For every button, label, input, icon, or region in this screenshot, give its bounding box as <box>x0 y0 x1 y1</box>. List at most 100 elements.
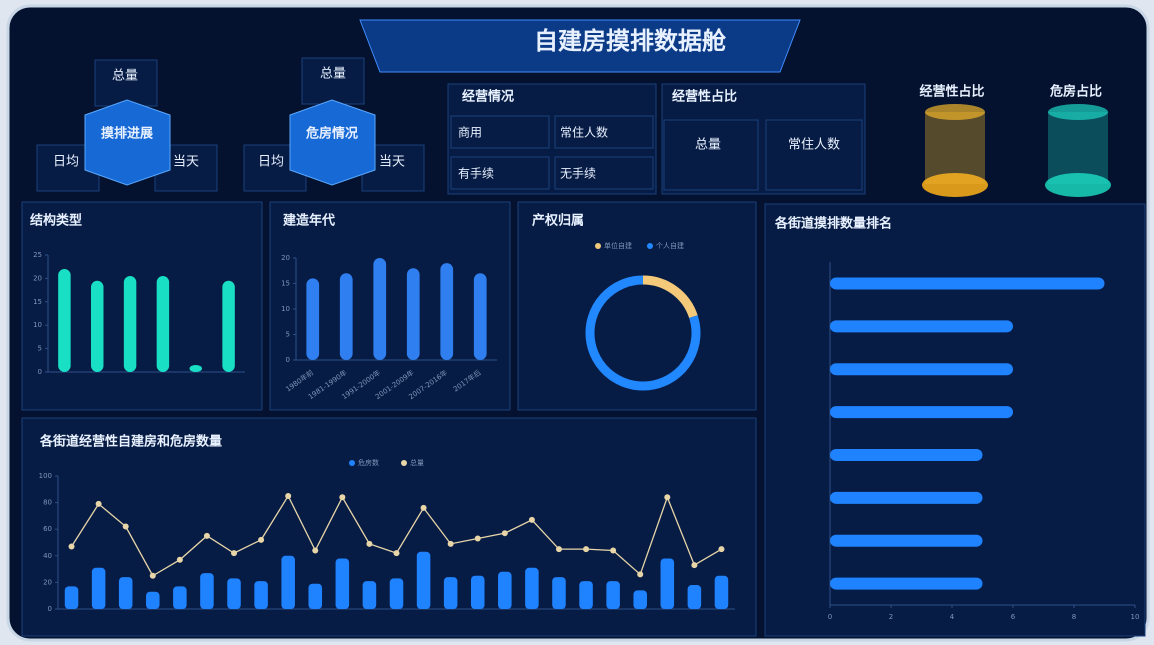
line-point <box>176 556 183 563</box>
panel-title: 经营情况 <box>462 89 514 105</box>
bar <box>91 567 106 609</box>
x-tick-label: 4 <box>950 613 955 621</box>
line-point <box>149 572 156 579</box>
y-tick-label: 25 <box>33 251 42 259</box>
item-label: 有手续 <box>458 167 494 181</box>
cylinder <box>1048 112 1108 184</box>
bar <box>222 280 235 372</box>
legend-label: 个人自建 <box>656 241 684 250</box>
bar <box>335 558 350 609</box>
bar <box>830 277 1105 290</box>
item-label: 总量 <box>695 138 721 153</box>
item-label: 无手续 <box>560 167 596 181</box>
x-tick-label: 10 <box>1131 613 1140 621</box>
line-point <box>583 546 590 553</box>
bar <box>227 578 241 609</box>
legend-marker <box>647 243 653 249</box>
chart-title: 建造年代 <box>283 213 335 229</box>
cylinder <box>925 112 985 184</box>
y-tick-label: 20 <box>281 254 290 262</box>
bar <box>830 406 1013 419</box>
cylinder-base <box>922 173 988 197</box>
bar <box>830 491 983 504</box>
item-label: 常住人数 <box>560 125 608 140</box>
bar <box>440 263 454 360</box>
bar <box>308 583 323 609</box>
line-point <box>501 530 508 537</box>
line-point <box>718 546 725 553</box>
bar <box>406 268 420 360</box>
legend-marker <box>401 460 407 466</box>
line-point <box>312 547 319 554</box>
bar <box>200 573 214 609</box>
tile-group: 总量 摸排进展 日均 当天 <box>36 59 218 192</box>
item-label: 常住人数 <box>788 138 840 153</box>
line-point <box>68 543 75 550</box>
cylinder-title: 危房占比 <box>1050 84 1102 100</box>
y-tick-label: 5 <box>286 331 290 339</box>
bar <box>64 586 79 609</box>
legend-label: 单位自建 <box>604 241 632 250</box>
donut-slice <box>642 275 698 319</box>
line-point <box>691 562 698 569</box>
bar <box>416 551 431 609</box>
y-tick-label: 0 <box>48 605 52 613</box>
item-box <box>554 156 654 190</box>
item-box <box>450 156 550 190</box>
line-point <box>122 523 129 530</box>
chart-title: 各街道经营性自建房和危房数量 <box>39 434 222 450</box>
cylinder-top <box>925 104 985 120</box>
y-tick-label: 15 <box>281 280 290 288</box>
line-point <box>555 546 562 553</box>
item-box <box>765 119 863 191</box>
legend-marker <box>595 243 601 249</box>
y-tick-label: 20 <box>33 274 42 282</box>
bar <box>525 567 539 609</box>
line-point <box>664 494 671 501</box>
tile-label: 当天 <box>379 155 405 170</box>
y-tick-label: 5 <box>38 345 42 353</box>
bar <box>830 577 983 590</box>
cylinder-title: 经营性占比 <box>919 84 984 100</box>
item-box <box>663 119 759 191</box>
bar <box>498 571 512 609</box>
y-tick-label: 15 <box>33 298 42 306</box>
bar <box>579 581 593 609</box>
bar <box>373 258 387 360</box>
x-tick-label: 6 <box>1011 613 1016 621</box>
line-point <box>610 547 617 554</box>
y-tick-label: 10 <box>281 305 290 313</box>
line-point <box>420 504 427 511</box>
y-tick-label: 10 <box>33 321 42 329</box>
y-tick-label: 0 <box>38 368 42 376</box>
line-point <box>203 532 210 539</box>
line-point <box>339 494 346 501</box>
bar <box>306 278 320 360</box>
panel <box>21 201 263 411</box>
tile-label: 摸排进展 <box>101 126 154 142</box>
x-tick-label: 0 <box>828 613 832 621</box>
bar <box>146 591 160 609</box>
y-tick-label: 80 <box>43 499 52 507</box>
bar <box>830 363 1013 376</box>
tile-label: 日均 <box>258 155 284 170</box>
line-point <box>231 550 238 557</box>
panel-title: 经营性占比 <box>672 89 737 105</box>
bar <box>473 273 487 360</box>
cube <box>84 99 171 186</box>
bar <box>552 577 566 609</box>
tile-group: 总量 危房情况 日均 当天 <box>243 57 425 192</box>
bar <box>389 578 404 609</box>
tile-label: 总量 <box>112 69 138 84</box>
bar <box>830 448 983 461</box>
line-point <box>447 540 454 547</box>
legend-marker <box>349 460 355 466</box>
item-box <box>554 115 654 149</box>
tile-label: 总量 <box>320 67 346 82</box>
chart-title: 各街道摸排数量排名 <box>774 216 892 232</box>
cylinder-top <box>1048 104 1108 120</box>
line-point <box>474 535 481 542</box>
line-point <box>637 571 644 578</box>
y-tick-label: 20 <box>43 578 52 586</box>
